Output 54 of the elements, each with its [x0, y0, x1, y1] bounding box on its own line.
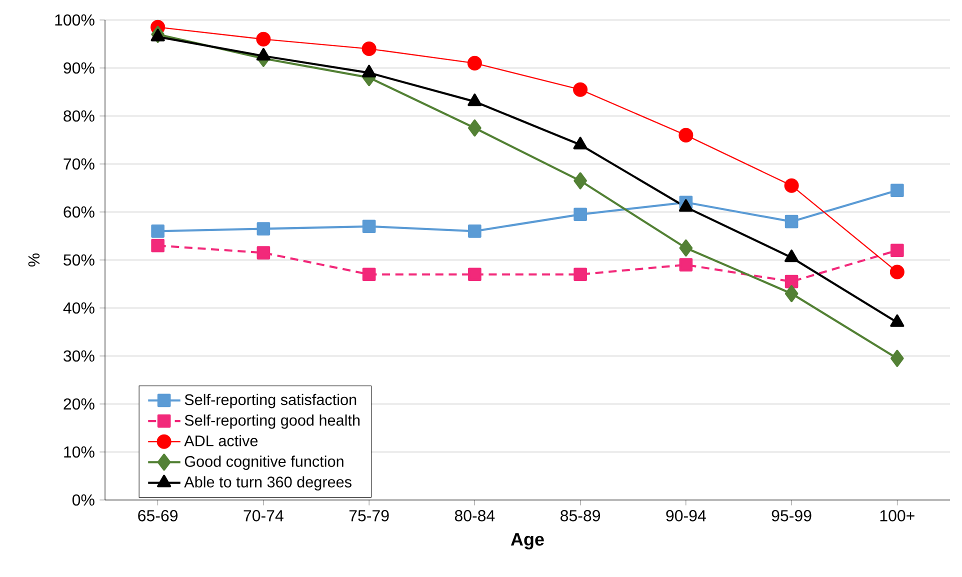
- point: [679, 239, 693, 257]
- y-tick-label: 10%: [64, 446, 94, 458]
- legend-label: ADL active: [184, 435, 258, 446]
- legend-label: Self-reporting satisfaction: [184, 394, 356, 408]
- legend-label: Self-reporting good health: [184, 414, 360, 429]
- y-tick-label: 70%: [64, 158, 94, 170]
- point: [468, 94, 482, 106]
- legend-label: Able to turn 360 degrees: [184, 476, 352, 490]
- x-tick-label: 85-89: [560, 510, 600, 522]
- point: [467, 56, 482, 70]
- x-tick-label: 95-99: [772, 510, 812, 522]
- y-tick-label: 0%: [72, 494, 94, 506]
- y-tick-label: 60%: [64, 206, 94, 218]
- x-tick-label: 100+: [880, 510, 914, 522]
- point: [784, 178, 799, 193]
- point: [468, 224, 482, 238]
- y-tick-label: 100%: [55, 14, 94, 26]
- point: [574, 172, 587, 190]
- y-tick-label: 20%: [64, 398, 94, 410]
- y-tick-label: 90%: [64, 62, 94, 74]
- y-tick-label: 30%: [64, 350, 94, 362]
- y-tick-label: 50%: [64, 254, 94, 266]
- legend-label: Good cognitive function: [184, 456, 344, 470]
- point: [784, 274, 798, 288]
- point: [890, 264, 904, 280]
- point: [679, 258, 693, 272]
- point: [468, 268, 482, 282]
- point: [151, 224, 164, 238]
- point: [784, 285, 798, 302]
- point: [574, 208, 587, 222]
- x-tick-label: 75-79: [349, 510, 389, 522]
- point: [678, 128, 694, 142]
- point: [362, 220, 376, 234]
- x-axis-title: Age: [510, 533, 544, 550]
- x-tick-label: 80-84: [454, 510, 495, 522]
- y-axis-title: %: [28, 253, 40, 267]
- point: [890, 350, 904, 367]
- point: [256, 32, 271, 46]
- point: [151, 238, 164, 252]
- point: [362, 42, 376, 56]
- point: [574, 268, 587, 282]
- x-tick-label: 65-69: [138, 510, 178, 522]
- point: [573, 82, 588, 97]
- point: [784, 214, 798, 228]
- point: [362, 268, 376, 282]
- point: [468, 119, 482, 137]
- y-tick-label: 80%: [64, 110, 94, 122]
- point: [256, 246, 270, 260]
- x-tick-label: 70-74: [244, 510, 284, 522]
- point: [256, 222, 270, 236]
- point: [890, 184, 904, 198]
- y-tick-label: 40%: [63, 302, 94, 314]
- x-tick-label: 90-94: [666, 510, 706, 522]
- point: [890, 244, 904, 258]
